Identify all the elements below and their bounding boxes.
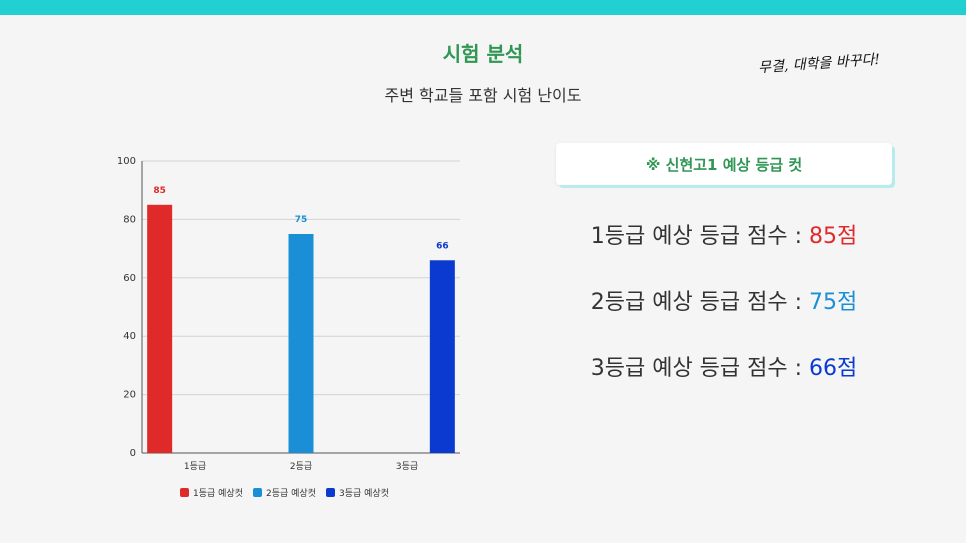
score-line-grade3: 3등급 예상 등급 점수 : 66점	[556, 350, 892, 382]
x-tick-label: 2등급	[290, 461, 312, 472]
y-tick-label: 100	[117, 156, 136, 167]
page-subtitle: 주변 학교들 포함 시험 난이도	[384, 86, 582, 105]
x-tick-label: 1등급	[184, 461, 206, 472]
legend-swatch	[326, 488, 335, 497]
score-label: 1등급 예상 등급 점수 :	[590, 224, 810, 249]
legend-label: 1등급 예상컷	[193, 489, 243, 499]
score-line-grade2: 2등급 예상 등급 점수 : 75점	[556, 284, 892, 316]
y-tick-label: 40	[123, 331, 136, 342]
x-tick-label: 3등급	[396, 461, 418, 472]
score-value: 85점	[809, 224, 858, 249]
score-label: 2등급 예상 등급 점수 :	[590, 290, 810, 315]
legend-item: 1등급 예상컷	[180, 486, 243, 499]
legend-label: 3등급 예상컷	[339, 489, 389, 499]
chart-legend: 1등급 예상컷 2등급 예상컷 3등급 예상컷	[180, 486, 420, 499]
grade-cut-header: ※ 신현고1 예상 등급 컷	[556, 143, 892, 185]
score-line-grade1: 1등급 예상 등급 점수 : 85점	[556, 218, 892, 250]
legend-item: 3등급 예상컷	[326, 486, 389, 499]
bar	[147, 204, 173, 453]
bar-chart: 0 20 40 60 80 100 1등급 2등급 3등급 85 75 66	[100, 145, 480, 515]
legend-swatch	[180, 488, 189, 497]
legend-swatch	[253, 488, 262, 497]
y-tick-label: 0	[130, 448, 136, 459]
data-label: 85	[153, 186, 166, 196]
data-label: 66	[436, 241, 449, 251]
y-tick-label: 80	[123, 214, 136, 225]
score-label: 3등급 예상 등급 점수 :	[590, 356, 810, 381]
chart-svg: 0 20 40 60 80 100 1등급 2등급 3등급 85 75 66	[117, 156, 460, 472]
data-label: 75	[295, 215, 308, 225]
page-title: 시험 분석	[442, 42, 524, 66]
legend-item: 2등급 예상컷	[253, 486, 316, 499]
y-tick-label: 60	[123, 273, 136, 284]
bar	[429, 260, 455, 453]
score-value: 66점	[809, 356, 858, 381]
legend-label: 2등급 예상컷	[266, 489, 316, 499]
bar	[288, 234, 314, 453]
score-value: 75점	[809, 290, 858, 315]
top-accent-bar	[0, 0, 966, 15]
y-tick-label: 20	[123, 390, 136, 401]
